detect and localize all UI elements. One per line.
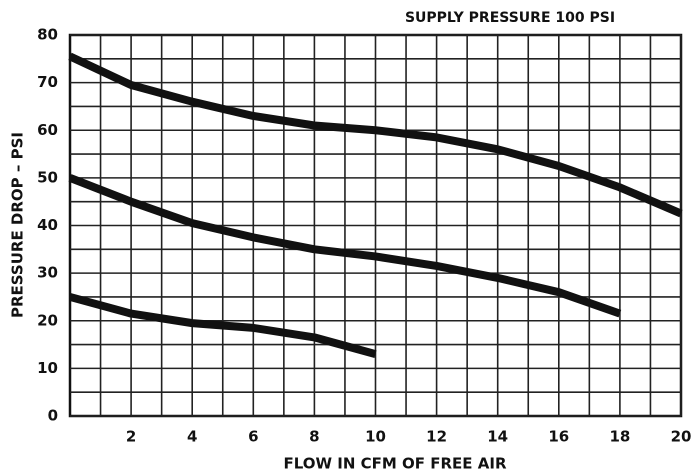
y-tick-label: 10 bbox=[37, 359, 58, 377]
x-tick-label: 8 bbox=[309, 428, 319, 446]
x-tick-label: 6 bbox=[248, 428, 258, 446]
y-tick-label: 60 bbox=[37, 121, 58, 139]
y-tick-label: 40 bbox=[37, 216, 58, 234]
x-tick-label: 14 bbox=[487, 428, 508, 446]
x-axis-label: FLOW IN CFM OF FREE AIR bbox=[283, 455, 506, 473]
x-tick-label: 16 bbox=[548, 428, 569, 446]
y-axis-label: PRESSURE DROP – PSI bbox=[9, 132, 27, 318]
y-tick-label: 0 bbox=[48, 407, 58, 425]
x-tick-label: 4 bbox=[187, 428, 197, 446]
x-tick-label: 2 bbox=[126, 428, 136, 446]
x-tick-label: 18 bbox=[609, 428, 630, 446]
line-series bbox=[68, 52, 683, 218]
x-tick-label: 10 bbox=[365, 428, 386, 446]
y-tick-label: 80 bbox=[37, 26, 58, 44]
line-series bbox=[68, 293, 377, 358]
y-tick-label: 30 bbox=[37, 264, 58, 282]
chart-title: SUPPLY PRESSURE 100 PSI bbox=[405, 10, 615, 26]
y-tick-label: 50 bbox=[37, 168, 58, 186]
y-tick-label: 20 bbox=[37, 311, 58, 329]
x-tick-label: 12 bbox=[426, 428, 447, 446]
line-series bbox=[68, 174, 622, 318]
x-tick-label: 20 bbox=[671, 428, 691, 446]
y-tick-label: 70 bbox=[37, 73, 58, 91]
